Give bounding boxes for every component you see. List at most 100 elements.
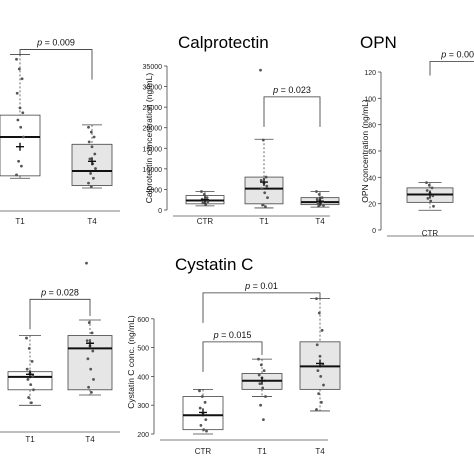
x-tick-label: T1 (259, 217, 269, 226)
data-point (257, 373, 261, 377)
data-point (22, 135, 25, 139)
data-point (259, 363, 263, 367)
data-point (25, 367, 29, 371)
data-point (322, 204, 325, 207)
data-point (15, 57, 18, 61)
y-tick-label: 100 (364, 96, 376, 103)
data-point (19, 125, 23, 129)
data-point (26, 378, 30, 381)
mean-marker (258, 376, 266, 385)
y-axis-label: OPN concentration (ng/mL) (360, 99, 370, 203)
significance-bracket (263, 96, 321, 127)
significance-bracket (202, 292, 321, 323)
x-tick-label: T4 (315, 447, 325, 456)
data-point (317, 204, 320, 208)
data-point (315, 197, 319, 201)
x-tick-label: CTR (195, 447, 212, 456)
data-point (15, 173, 18, 177)
x-tick-label: T1 (257, 447, 267, 456)
x-tick-label: T1 (15, 217, 25, 226)
data-point (258, 382, 262, 385)
y-tick-label: 120 (364, 70, 376, 77)
data-point (16, 118, 20, 122)
data-point (86, 357, 90, 361)
y-tick-label: 20000 (143, 126, 163, 133)
data-point (87, 140, 91, 144)
data-point (30, 359, 34, 363)
data-point (199, 423, 203, 427)
y-tick-label: 25000 (143, 105, 163, 112)
mean-marker (201, 195, 209, 204)
data-point (27, 347, 31, 350)
y-tick-label: 600 (137, 317, 149, 324)
y-tick-label: 15000 (143, 146, 163, 153)
y-tick-label: 5000 (146, 187, 162, 194)
y-tick-label: 10000 (143, 167, 163, 174)
data-point (92, 176, 95, 180)
data-point (17, 67, 21, 71)
y-tick-label: 60 (368, 149, 376, 156)
mean-marker (316, 359, 324, 368)
p-value-label: p = 0.009 (36, 38, 75, 48)
data-point (32, 388, 35, 392)
y-tick-label: 300 (137, 403, 149, 410)
data-point (205, 196, 209, 200)
data-point (320, 328, 324, 332)
y-tick-label: 40 (368, 175, 376, 182)
data-point (427, 183, 431, 187)
mean-marker (86, 339, 94, 348)
y-tick-label: 0 (372, 228, 376, 235)
mean-marker (199, 408, 207, 417)
data-point (198, 406, 202, 410)
data-point (204, 418, 208, 421)
x-tick-label: CTR (197, 217, 214, 226)
data-point (85, 261, 88, 265)
y-tick-label: 20 (368, 202, 376, 209)
y-tick-label: 400 (137, 374, 149, 381)
data-point (259, 403, 262, 407)
data-point (432, 204, 435, 208)
data-point (315, 408, 318, 411)
data-point (90, 145, 94, 149)
data-point (18, 106, 22, 110)
data-point (202, 192, 206, 196)
data-point (88, 157, 92, 161)
data-point (198, 389, 201, 393)
data-point (31, 374, 35, 378)
data-point (202, 428, 206, 432)
panel-title: Cystatin C (175, 255, 253, 274)
data-point (201, 201, 205, 205)
data-point (21, 111, 25, 115)
data-point (94, 167, 97, 170)
panel-title: OPN (360, 33, 397, 52)
data-point (260, 187, 264, 191)
data-point (89, 172, 92, 175)
mean-marker (260, 178, 268, 187)
data-point (20, 77, 24, 81)
data-point (321, 363, 325, 367)
data-point (25, 336, 28, 340)
data-point (20, 164, 23, 168)
y-tick-label: 30000 (143, 85, 163, 92)
data-point (316, 369, 320, 373)
data-point (264, 175, 268, 179)
x-tick-label: T4 (315, 217, 325, 226)
data-point (263, 191, 267, 195)
y-tick-label: 200 (137, 432, 149, 439)
data-point (91, 349, 95, 353)
mean-marker (316, 197, 324, 206)
data-point (92, 378, 95, 381)
data-point (85, 339, 89, 343)
p-value-label: p = 0.028 (40, 287, 79, 297)
data-point (203, 400, 207, 404)
mean-marker (16, 142, 24, 151)
data-point (261, 138, 265, 142)
significance-bracket (429, 61, 474, 76)
data-point (89, 185, 93, 188)
data-point (259, 178, 263, 182)
x-tick-label: T4 (85, 435, 95, 444)
data-point (425, 189, 429, 192)
significance-bracket (202, 341, 263, 372)
mean-marker (26, 370, 34, 379)
data-point (320, 400, 323, 404)
